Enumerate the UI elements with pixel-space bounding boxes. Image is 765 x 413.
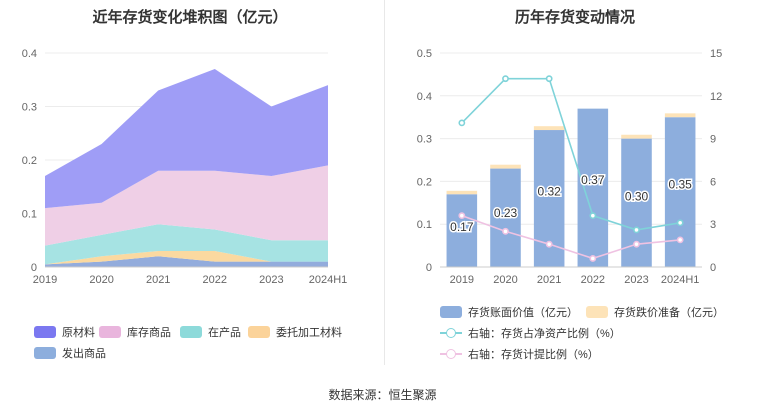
line-point-1	[633, 240, 640, 248]
legend-label-inventory-goods: 库存商品	[127, 327, 171, 339]
right-x-tick-label: 2023	[624, 274, 648, 286]
left-x-tick-label: 2019	[33, 274, 57, 286]
line-point-0	[502, 75, 509, 83]
right-left-y-tick-label: 0.2	[417, 176, 432, 188]
legend-item-book-value[interactable]: 存货账面价值（亿元）	[440, 304, 578, 320]
left-x-tick-label: 2022	[203, 274, 227, 286]
left-x-tick-label: 2020	[89, 274, 113, 286]
bar-data-label: 0.35	[668, 178, 692, 192]
bar-data-label: 0.23	[494, 206, 518, 220]
area-series-2	[45, 224, 328, 265]
right-left-y-tick-label: 0	[426, 262, 432, 274]
line-point-0	[458, 119, 466, 127]
legend-label-shipped: 发出商品	[62, 348, 106, 360]
line-point-0	[545, 75, 553, 83]
right-x-tick-label: 2020	[493, 274, 517, 286]
line-point-0	[633, 226, 640, 234]
legend-item-consigned[interactable]: 委托加工材料	[248, 324, 342, 340]
right-right-y-tick-label: 12	[710, 91, 722, 103]
legend-swatch-shipped	[34, 347, 56, 359]
legend-swatch-impairment	[586, 306, 608, 318]
left-y-tick-label: 0.4	[22, 48, 37, 60]
legend-label-provision-ratio: 右轴：存货计提比例（%）	[468, 349, 599, 361]
legend-item-net-asset-ratio[interactable]: 右轴：存货占净资产比例（%）	[440, 325, 621, 341]
line-series-0	[461, 77, 681, 231]
area-series-0	[45, 256, 328, 267]
legend-label-book-value: 存货账面价值（亿元）	[468, 307, 578, 319]
legend-label-consigned: 委托加工材料	[276, 327, 342, 339]
bar-data-label: 0.32	[537, 185, 561, 199]
legend-label-net-asset-ratio: 右轴：存货占净资产比例（%）	[468, 328, 621, 340]
line-point-1	[676, 236, 684, 244]
bar-impairment	[446, 190, 478, 195]
panel-divider	[384, 0, 385, 365]
area-series-4	[45, 69, 328, 209]
legend-item-shipped[interactable]: 发出商品	[34, 345, 106, 361]
right-right-y-tick-label: 15	[710, 48, 722, 60]
left-y-tick-label: 0.2	[22, 155, 37, 167]
bar-data-label: 0.37	[581, 173, 605, 187]
legend-item-provision-ratio[interactable]: 右轴：存货计提比例（%）	[440, 346, 599, 362]
right-x-tick-label: 2022	[581, 274, 605, 286]
left-y-tick-label: 0.1	[22, 209, 37, 221]
bar-impairment	[664, 113, 696, 118]
line-point-1	[458, 212, 466, 220]
right-left-y-tick-label: 0.4	[417, 91, 432, 103]
bar-impairment	[621, 134, 652, 139]
line-point-0	[676, 219, 684, 227]
right-x-tick-label: 2021	[537, 274, 561, 286]
legend-swatch-inventory-goods	[99, 326, 121, 338]
bar-impairment	[490, 164, 521, 169]
right-right-y-tick-label: 3	[710, 219, 716, 231]
line-point-1	[545, 240, 553, 248]
line-series-1	[461, 214, 681, 260]
legend-swatch-book-value	[440, 306, 462, 318]
left-y-tick-label: 0.3	[22, 102, 37, 114]
left-y-tick-label: 0	[31, 262, 37, 274]
right-right-y-tick-label: 0	[710, 262, 716, 274]
legend-line-net-asset-ratio-icon	[440, 327, 462, 339]
legend-swatch-wip	[180, 326, 202, 338]
legend-item-raw-materials[interactable]: 原材料	[34, 324, 95, 340]
legend-item-inventory-goods[interactable]: 库存商品	[99, 324, 171, 340]
left-chart-title: 近年存货变化堆积图（亿元）	[92, 9, 288, 26]
legend-item-wip[interactable]: 在产品	[180, 324, 241, 340]
line-point-0	[589, 212, 597, 220]
bar-book-value	[490, 168, 521, 267]
legend-line-provision-ratio-icon	[440, 348, 462, 360]
right-right-y-tick-label: 9	[710, 134, 716, 146]
legend-label-impairment: 存货跌价准备（亿元）	[614, 307, 724, 319]
left-x-tick-label: 2024H1	[309, 274, 348, 286]
area-series-1	[45, 250, 328, 265]
legend-label-wip: 在产品	[208, 327, 241, 339]
bar-impairment	[533, 126, 565, 131]
right-left-y-tick-label: 0.1	[417, 219, 432, 231]
left-x-tick-label: 2021	[146, 274, 170, 286]
bar-data-label: 0.17	[450, 220, 474, 234]
right-x-tick-label: 2019	[450, 274, 474, 286]
legend-swatch-consigned	[248, 326, 270, 338]
legend-swatch-raw-materials	[34, 326, 56, 338]
right-right-y-tick-label: 6	[710, 176, 716, 188]
data-source: 数据来源：恒生聚源	[328, 388, 437, 402]
right-x-tick-label: 2024H1	[661, 274, 700, 286]
legend-label-raw-materials: 原材料	[62, 327, 95, 339]
line-point-1	[589, 255, 597, 262]
bar-book-value	[664, 117, 696, 267]
left-x-tick-label: 2023	[259, 274, 283, 286]
bar-book-value	[577, 108, 609, 267]
bar-data-label: 0.30	[625, 189, 649, 203]
bar-book-value	[446, 194, 478, 267]
right-left-y-tick-label: 0.3	[417, 134, 432, 146]
area-series-3	[45, 165, 328, 246]
right-left-y-tick-label: 0.5	[417, 48, 432, 60]
legend-item-impairment[interactable]: 存货跌价准备（亿元）	[586, 304, 724, 320]
line-point-1	[502, 227, 509, 235]
right-chart-title: 历年存货变动情况	[514, 9, 635, 26]
